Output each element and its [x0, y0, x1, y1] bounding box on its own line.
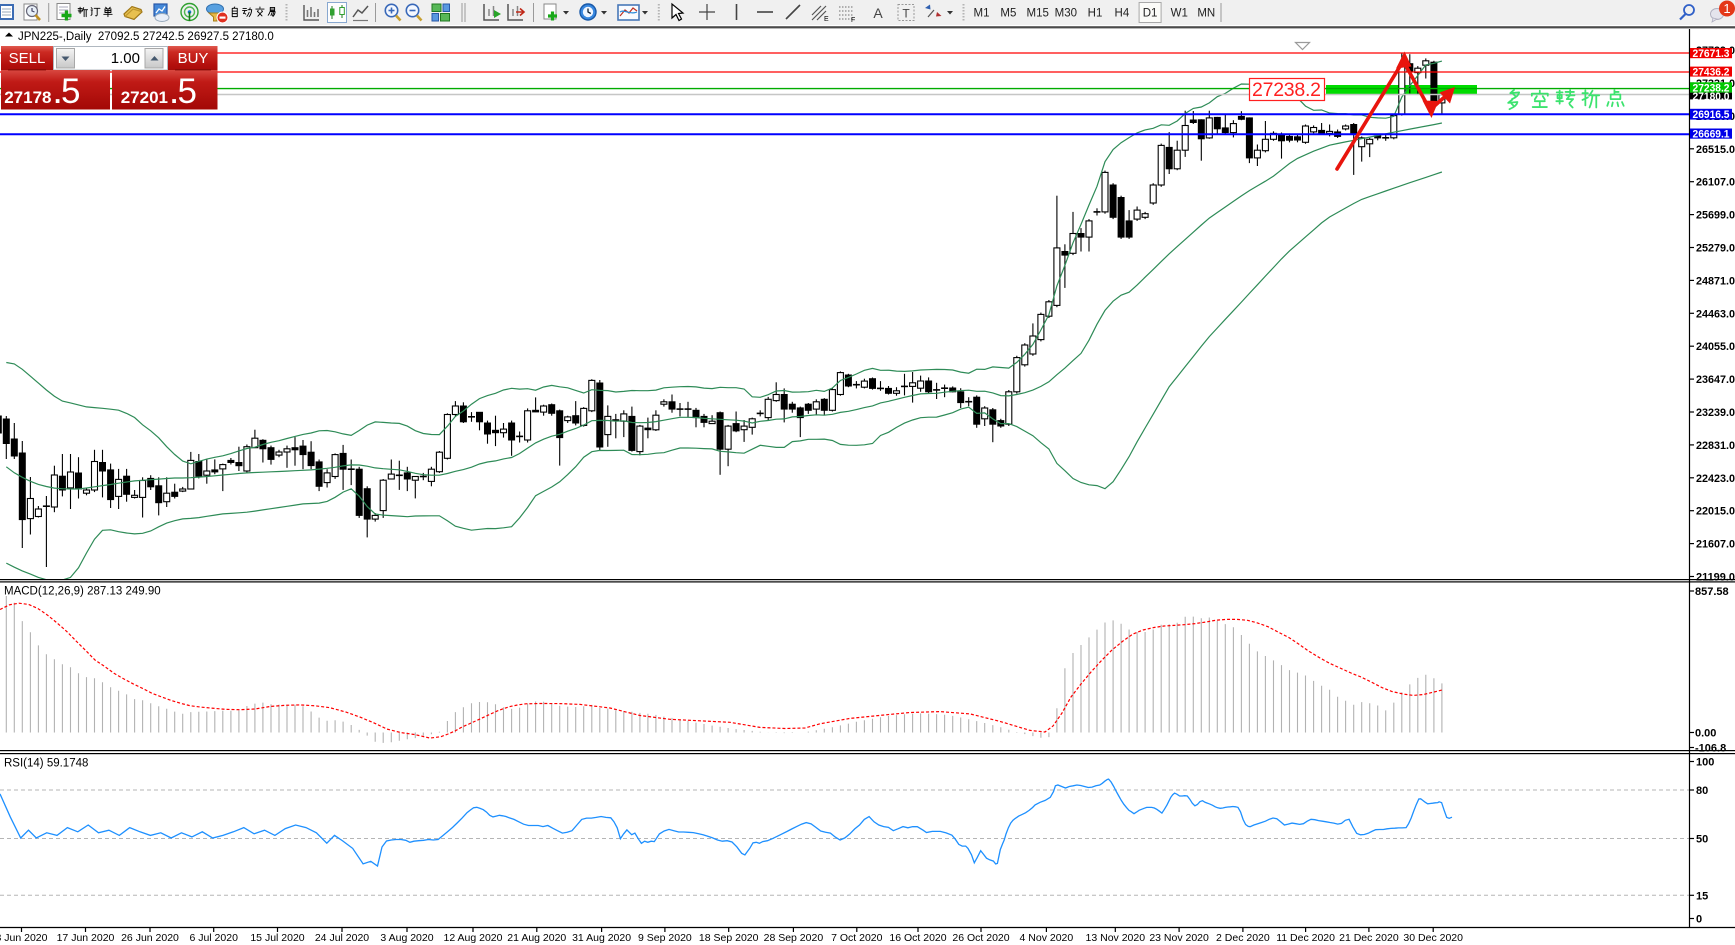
svg-text:100: 100 [1696, 757, 1714, 769]
svg-text:30 Dec 2020: 30 Dec 2020 [1403, 932, 1463, 944]
svg-text:23647.0: 23647.0 [1696, 374, 1735, 386]
svg-text:27180.0: 27180.0 [1693, 91, 1730, 103]
svg-text:2 Dec 2020: 2 Dec 2020 [1216, 932, 1270, 944]
svg-text:11 Dec 2020: 11 Dec 2020 [1276, 932, 1335, 944]
svg-text:26107.0: 26107.0 [1696, 177, 1735, 189]
svg-text:H1: H1 [1088, 8, 1103, 20]
svg-text:21 Aug 2020: 21 Aug 2020 [507, 932, 566, 944]
svg-text:M15: M15 [1027, 8, 1049, 20]
svg-text:22423.0: 22423.0 [1696, 473, 1735, 485]
svg-text:13 Nov 2020: 13 Nov 2020 [1086, 932, 1146, 944]
svg-text:BUY: BUY [178, 50, 209, 67]
svg-text:1.00: 1.00 [111, 50, 140, 67]
svg-text:24871.0: 24871.0 [1696, 275, 1735, 287]
svg-text:5: 5 [61, 72, 80, 111]
svg-text:26515.0: 26515.0 [1696, 144, 1735, 156]
svg-text:15: 15 [1696, 890, 1708, 902]
svg-text:22015.0: 22015.0 [1696, 506, 1735, 518]
svg-text:RSI(14) 59.1748: RSI(14) 59.1748 [4, 758, 88, 770]
svg-text:27436.2: 27436.2 [1693, 67, 1730, 79]
svg-text:24463.0: 24463.0 [1696, 308, 1735, 320]
svg-text:6 Jul 2020: 6 Jul 2020 [189, 932, 238, 944]
svg-text:25279.0: 25279.0 [1696, 243, 1735, 255]
svg-text:24055.0: 24055.0 [1696, 341, 1735, 353]
svg-text:0: 0 [1696, 914, 1702, 926]
svg-text:22831.0: 22831.0 [1696, 440, 1735, 452]
svg-text:T: T [902, 7, 910, 21]
svg-text:25699.0: 25699.0 [1696, 210, 1735, 222]
svg-text:SELL: SELL [9, 50, 46, 67]
svg-text:27238.2: 27238.2 [1693, 82, 1730, 94]
svg-text:27178: 27178 [4, 88, 51, 107]
svg-text:-106.8: -106.8 [1695, 743, 1726, 755]
svg-text:A: A [873, 5, 883, 21]
svg-text:MACD(12,26,9) 287.13 249.90: MACD(12,26,9) 287.13 249.90 [4, 586, 161, 598]
svg-text:26916.5: 26916.5 [1693, 109, 1730, 121]
svg-text:26669.1: 26669.1 [1693, 129, 1730, 141]
svg-text:26 Oct 2020: 26 Oct 2020 [952, 932, 1009, 944]
svg-text:4 Nov 2020: 4 Nov 2020 [1020, 932, 1074, 944]
svg-text:M1: M1 [974, 8, 990, 20]
svg-text:80: 80 [1696, 785, 1708, 797]
svg-text:31 Aug 2020: 31 Aug 2020 [572, 932, 631, 944]
svg-text:.: . [171, 79, 178, 109]
svg-text:27201: 27201 [121, 88, 168, 107]
svg-text:857.58: 857.58 [1695, 586, 1729, 598]
svg-text:23 Nov 2020: 23 Nov 2020 [1149, 932, 1209, 944]
svg-text:3 Aug 2020: 3 Aug 2020 [380, 932, 433, 944]
svg-text:21 Dec 2020: 21 Dec 2020 [1339, 932, 1399, 944]
svg-text:9 Sep 2020: 9 Sep 2020 [638, 932, 692, 944]
svg-text:F: F [851, 17, 855, 24]
svg-text:D1: D1 [1143, 8, 1158, 20]
svg-text:23239.0: 23239.0 [1696, 407, 1735, 419]
svg-text:21607.0: 21607.0 [1696, 539, 1735, 551]
svg-text:12 Aug 2020: 12 Aug 2020 [444, 932, 503, 944]
svg-text:8 Jun 2020: 8 Jun 2020 [0, 932, 48, 944]
svg-text:24 Jul 2020: 24 Jul 2020 [315, 932, 369, 944]
svg-text:E: E [824, 16, 829, 23]
svg-text:18 Sep 2020: 18 Sep 2020 [699, 932, 759, 944]
svg-text:15 Jul 2020: 15 Jul 2020 [250, 932, 304, 944]
svg-text:16 Oct 2020: 16 Oct 2020 [889, 932, 946, 944]
svg-text:27671.3: 27671.3 [1693, 48, 1730, 60]
svg-text:17 Jun 2020: 17 Jun 2020 [57, 932, 115, 944]
svg-text:5: 5 [178, 72, 197, 111]
svg-text:28 Sep 2020: 28 Sep 2020 [764, 932, 824, 944]
svg-text:26 Jun 2020: 26 Jun 2020 [121, 932, 179, 944]
svg-text:M5: M5 [1000, 8, 1016, 20]
svg-text:27238.2: 27238.2 [1252, 79, 1321, 101]
svg-text:0.00: 0.00 [1695, 728, 1716, 740]
svg-text:50: 50 [1696, 834, 1708, 846]
svg-text:H4: H4 [1115, 8, 1130, 20]
svg-text:1: 1 [1723, 1, 1730, 16]
svg-text:JPN225-,Daily 27092.5 27242.5: JPN225-,Daily 27092.5 27242.5 26927.5 27… [18, 31, 274, 43]
svg-text:.: . [54, 79, 61, 109]
svg-text:M30: M30 [1055, 8, 1077, 20]
svg-text:7 Oct 2020: 7 Oct 2020 [831, 932, 883, 944]
svg-text:W1: W1 [1171, 8, 1188, 20]
svg-text:MN: MN [1197, 8, 1215, 20]
svg-text:21199.0: 21199.0 [1696, 572, 1735, 584]
